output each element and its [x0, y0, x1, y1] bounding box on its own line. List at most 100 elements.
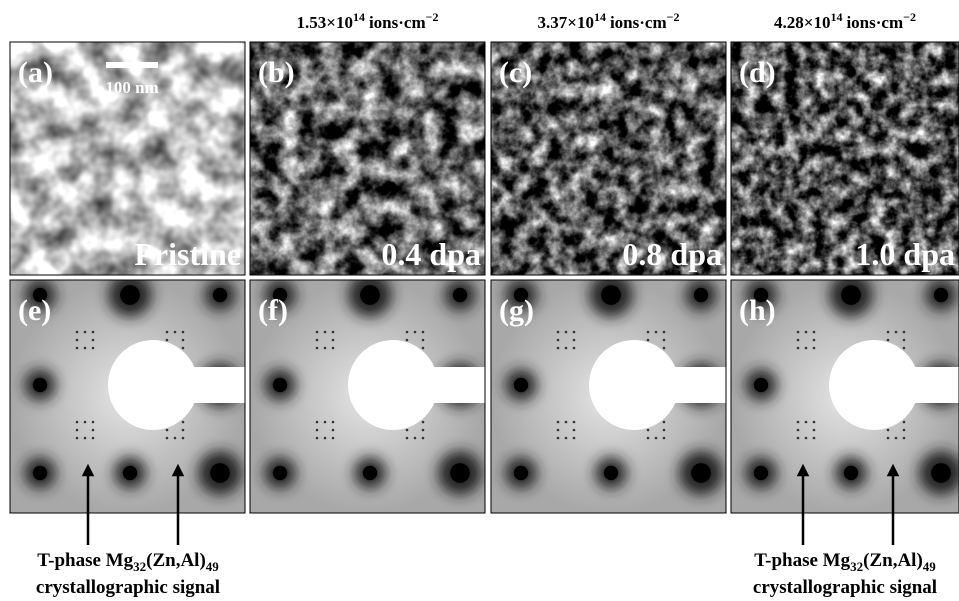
panel-label: (a) [18, 56, 53, 89]
superlattice-spot [797, 437, 800, 440]
superlattice-spot [406, 339, 409, 342]
superlattice-spot [316, 347, 319, 350]
diffraction-spot [844, 466, 858, 480]
panel-label: (h) [739, 294, 776, 327]
superlattice-spot [182, 339, 185, 342]
superlattice-spot [663, 429, 666, 432]
superlattice-spot [92, 331, 95, 334]
superlattice-spot [332, 339, 335, 342]
dose-unit: ions·cm [610, 13, 667, 32]
superlattice-spot [406, 331, 409, 334]
superlattice-spot [805, 331, 808, 334]
subscript: 32 [850, 559, 863, 574]
superlattice-spot [557, 347, 560, 350]
superlattice-spot [324, 347, 327, 350]
superlattice-spot [663, 347, 666, 350]
superlattice-spot [573, 429, 576, 432]
diffraction-spot [450, 463, 470, 483]
diffraction-spot [120, 285, 140, 305]
superlattice-spot [573, 437, 576, 440]
phase-name: T-phase Mg [37, 550, 133, 571]
superlattice-spot [324, 421, 327, 424]
superlattice-spot [895, 437, 898, 440]
dose-unit-exponent: −2 [426, 10, 439, 24]
superlattice-spot [422, 429, 425, 432]
superlattice-spot [166, 339, 169, 342]
superlattice-spot [92, 347, 95, 350]
superlattice-spot [422, 437, 425, 440]
superlattice-spot [557, 429, 560, 432]
superlattice-spot [573, 331, 576, 334]
superlattice-spot [887, 429, 890, 432]
superlattice-spot [174, 437, 177, 440]
superlattice-spot [92, 437, 95, 440]
diffraction-spot [33, 378, 47, 392]
phase-name: T-phase Mg [754, 550, 850, 571]
superlattice-spot [813, 331, 816, 334]
superlattice-spot [565, 437, 568, 440]
panel-label: (d) [739, 56, 776, 89]
superlattice-spot [316, 421, 319, 424]
superlattice-spot [76, 331, 79, 334]
beam-stopper [108, 340, 198, 430]
superlattice-spot [84, 331, 87, 334]
beam-stopper [829, 340, 919, 430]
superlattice-spot [565, 421, 568, 424]
superlattice-spot [813, 347, 816, 350]
superlattice-spot [332, 421, 335, 424]
annotation-signal: crystallographic signal [36, 577, 220, 598]
superlattice-spot [332, 331, 335, 334]
superlattice-spot [557, 437, 560, 440]
panel-label: (f) [258, 294, 288, 327]
superlattice-spot [332, 347, 335, 350]
superlattice-spot [895, 331, 898, 334]
superlattice-spot [663, 331, 666, 334]
superlattice-spot [573, 339, 576, 342]
diffraction-spot [691, 463, 711, 483]
superlattice-spot [182, 437, 185, 440]
dose-value: 1.53×10 [297, 13, 353, 32]
panel-caption: Pristine [134, 236, 241, 272]
superlattice-spot [663, 339, 666, 342]
superlattice-spot [647, 429, 650, 432]
superlattice-spot [332, 437, 335, 440]
panel-label: (c) [499, 56, 532, 89]
diffraction-spot [213, 288, 227, 302]
superlattice-spot [166, 437, 169, 440]
superlattice-spot [903, 437, 906, 440]
superlattice-spot [663, 421, 666, 424]
superlattice-spot [84, 421, 87, 424]
superlattice-spot [76, 429, 79, 432]
superlattice-spot [316, 437, 319, 440]
superlattice-spot [887, 331, 890, 334]
superlattice-spot [573, 421, 576, 424]
superlattice-spot [422, 421, 425, 424]
superlattice-spot [557, 339, 560, 342]
superlattice-spot [406, 429, 409, 432]
superlattice-spot [655, 437, 658, 440]
dose-unit-exponent: −2 [903, 10, 916, 24]
panel-label: (e) [18, 294, 51, 327]
superlattice-spot [813, 339, 816, 342]
beam-stopper [348, 340, 438, 430]
superlattice-spot [84, 437, 87, 440]
panel-label: (b) [258, 56, 295, 89]
diffraction-spot [123, 466, 137, 480]
formula: (Zn,Al) [863, 550, 923, 571]
dose-header: 1.53×1014ions·cm−2 [297, 10, 439, 32]
panel-label: (g) [499, 294, 534, 327]
superlattice-spot [573, 347, 576, 350]
superlattice-spot [76, 437, 79, 440]
dose-unit: ions·cm [846, 13, 903, 32]
superlattice-spot [182, 429, 185, 432]
superlattice-spot [797, 339, 800, 342]
superlattice-spot [903, 347, 906, 350]
superlattice-spot [76, 347, 79, 350]
superlattice-spot [422, 347, 425, 350]
superlattice-spot [887, 339, 890, 342]
superlattice-spot [813, 421, 816, 424]
superlattice-spot [414, 331, 417, 334]
superlattice-spot [903, 429, 906, 432]
diffraction-spot [360, 285, 380, 305]
